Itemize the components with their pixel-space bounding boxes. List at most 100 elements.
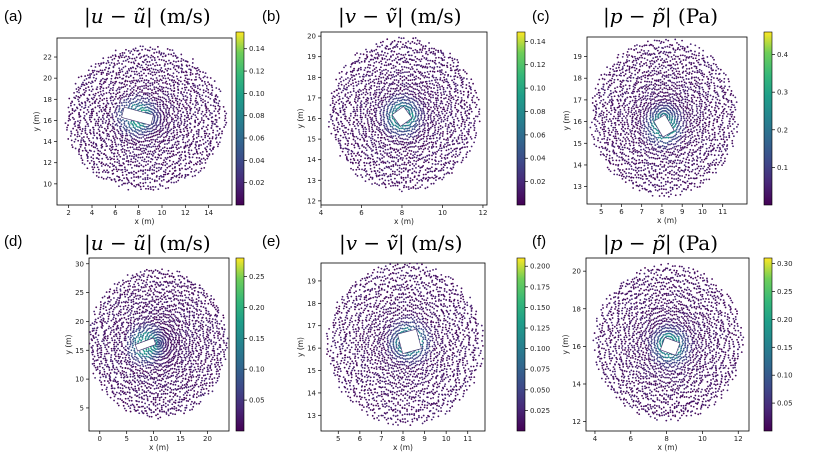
data-point: [342, 79, 345, 82]
data-point: [440, 141, 442, 144]
data-point: [98, 64, 101, 67]
data-point: [100, 71, 103, 74]
data-point: [450, 97, 453, 100]
data-point: [370, 170, 373, 173]
colorbar-tick-label: 0.02: [530, 178, 546, 186]
data-point: [646, 94, 649, 97]
data-point: [84, 75, 87, 77]
data-point: [208, 109, 211, 112]
data-point: [654, 108, 657, 111]
data-point: [406, 88, 409, 91]
data-point: [678, 108, 680, 111]
data-point: [108, 120, 111, 123]
data-point: [418, 119, 421, 122]
data-point: [161, 96, 164, 99]
data-point: [97, 105, 99, 107]
data-point: [352, 85, 355, 87]
data-point: [164, 81, 167, 84]
data-point: [658, 108, 660, 111]
data-point: [374, 99, 377, 102]
data-point: [457, 137, 460, 140]
data-point: [158, 133, 161, 136]
data-point: [124, 137, 127, 140]
data-point: [203, 132, 206, 135]
data-point: [208, 137, 211, 140]
data-point: [400, 104, 403, 107]
data-point: [76, 135, 79, 138]
data-point: [387, 130, 389, 132]
data-point: [102, 114, 104, 117]
data-point: [419, 158, 421, 161]
data-point: [453, 125, 456, 128]
data-point: [457, 119, 460, 122]
data-point: [197, 87, 199, 90]
data-point: [117, 55, 120, 58]
data-point: [89, 74, 92, 77]
data-point: [389, 93, 392, 96]
data-point: [344, 126, 346, 129]
data-point: [401, 137, 403, 140]
data-point: [436, 91, 439, 94]
data-point: [157, 98, 160, 101]
data-point: [439, 106, 442, 109]
data-point: [415, 134, 418, 137]
data-point: [152, 63, 154, 65]
data-point: [413, 99, 416, 102]
data-point: [159, 142, 162, 145]
data-point: [363, 59, 366, 62]
data-point: [423, 124, 426, 127]
data-point: [400, 140, 402, 143]
data-point: [186, 127, 188, 130]
data-point: [473, 126, 476, 129]
data-point: [176, 133, 178, 136]
data-point: [365, 73, 368, 76]
data-point: [396, 130, 399, 133]
data-point: [180, 63, 183, 66]
data-point: [427, 105, 430, 108]
data-point: [455, 150, 457, 153]
data-point: [144, 48, 147, 51]
data-point: [181, 107, 183, 110]
data-point: [679, 95, 682, 98]
data-point: [202, 101, 204, 104]
data-point: [346, 96, 349, 99]
data-point: [165, 118, 168, 121]
data-point: [177, 143, 180, 145]
data-point: [427, 90, 429, 93]
data-point: [469, 106, 471, 109]
data-point: [338, 102, 341, 105]
data-point: [158, 74, 161, 77]
data-point: [423, 131, 426, 134]
data-point: [156, 103, 159, 106]
data-point: [446, 109, 449, 112]
data-point: [132, 104, 134, 107]
data-point: [340, 100, 343, 103]
data-point: [429, 137, 432, 140]
data-point: [402, 167, 405, 170]
data-point: [447, 171, 449, 174]
data-point: [423, 127, 426, 130]
data-point: [380, 97, 383, 100]
data-point: [368, 178, 371, 181]
data-point: [399, 78, 402, 80]
data-point: [200, 97, 202, 100]
data-point: [128, 181, 130, 184]
data-point: [349, 119, 351, 122]
data-point: [412, 87, 415, 90]
data-point: [456, 64, 459, 67]
data-point: [390, 101, 393, 104]
data-point: [379, 136, 382, 139]
data-point: [440, 153, 443, 156]
data-point: [172, 101, 175, 104]
data-point: [413, 153, 416, 156]
data-point: [181, 87, 184, 90]
data-point: [350, 152, 353, 155]
data-point: [406, 138, 409, 141]
data-point: [386, 138, 389, 141]
data-point: [417, 141, 420, 144]
data-point: [645, 117, 648, 119]
data-point: [385, 77, 388, 80]
data-point: [112, 165, 115, 168]
data-point: [440, 94, 443, 96]
data-point: [100, 152, 103, 155]
